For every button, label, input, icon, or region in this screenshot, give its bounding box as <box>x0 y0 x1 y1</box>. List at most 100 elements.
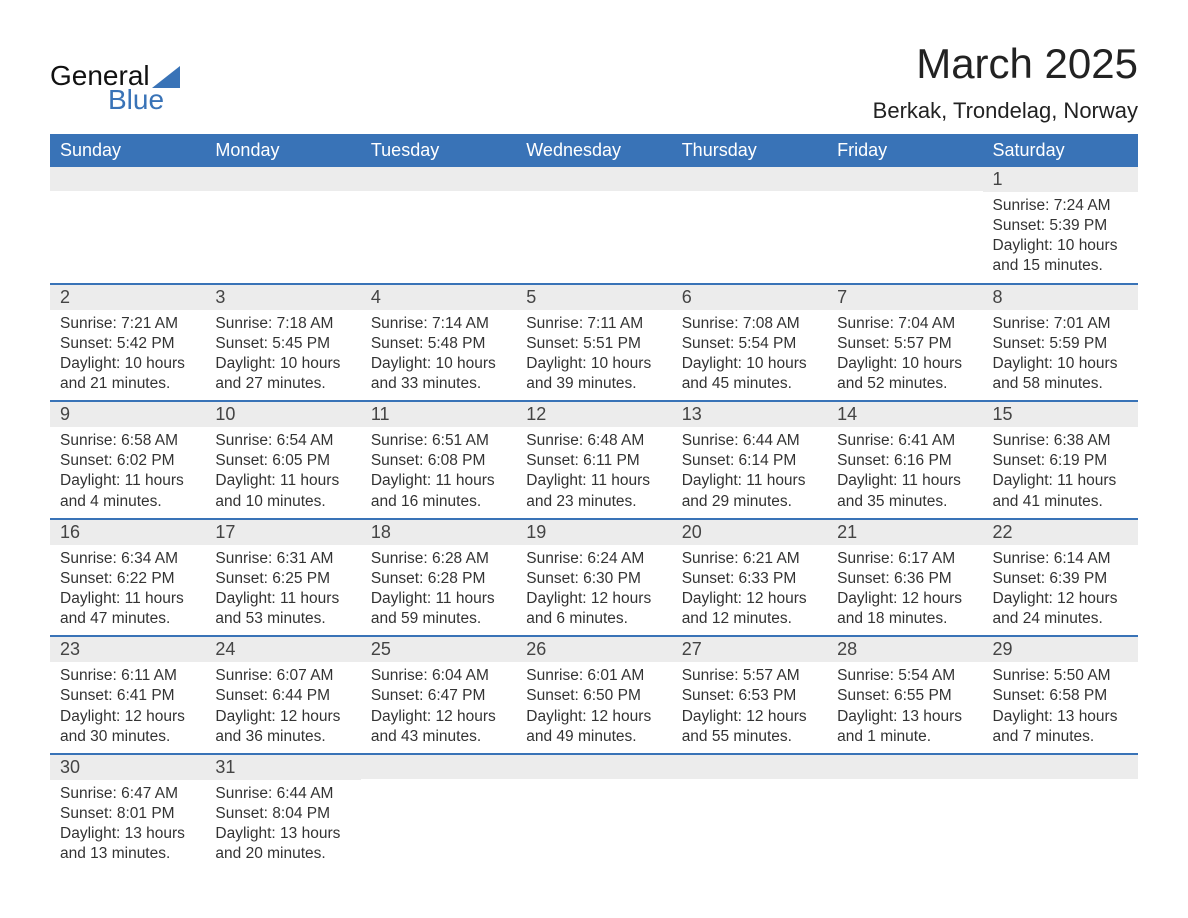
day-body: Sunrise: 7:14 AMSunset: 5:48 PMDaylight:… <box>361 310 516 401</box>
daylight-text: Daylight: 10 hours and 33 minutes. <box>371 354 506 394</box>
day-body: Sunrise: 7:04 AMSunset: 5:57 PMDaylight:… <box>827 310 982 401</box>
day-body: Sunrise: 6:14 AMSunset: 6:39 PMDaylight:… <box>983 545 1138 636</box>
calendar-cell: 25Sunrise: 6:04 AMSunset: 6:47 PMDayligh… <box>361 636 516 754</box>
sunset-text: Sunset: 6:58 PM <box>993 686 1128 706</box>
sunrise-text: Sunrise: 6:31 AM <box>215 549 350 569</box>
calendar-header-row: Sunday Monday Tuesday Wednesday Thursday… <box>50 134 1138 167</box>
sunset-text: Sunset: 6:14 PM <box>682 451 817 471</box>
calendar-cell: 19Sunrise: 6:24 AMSunset: 6:30 PMDayligh… <box>516 519 671 637</box>
month-title: March 2025 <box>873 40 1138 88</box>
sunset-text: Sunset: 6:36 PM <box>837 569 972 589</box>
day-number: 12 <box>516 402 671 427</box>
sunrise-text: Sunrise: 6:44 AM <box>215 784 350 804</box>
sunrise-text: Sunrise: 5:50 AM <box>993 666 1128 686</box>
sunrise-text: Sunrise: 5:54 AM <box>837 666 972 686</box>
day-number: 4 <box>361 285 516 310</box>
calendar-cell: 30Sunrise: 6:47 AMSunset: 8:01 PMDayligh… <box>50 754 205 871</box>
day-number <box>361 167 516 191</box>
sunrise-text: Sunrise: 7:04 AM <box>837 314 972 334</box>
calendar-cell: 14Sunrise: 6:41 AMSunset: 6:16 PMDayligh… <box>827 401 982 519</box>
sunset-text: Sunset: 6:47 PM <box>371 686 506 706</box>
sunset-text: Sunset: 5:51 PM <box>526 334 661 354</box>
calendar-table: Sunday Monday Tuesday Wednesday Thursday… <box>50 134 1138 870</box>
calendar-week-row: 2Sunrise: 7:21 AMSunset: 5:42 PMDaylight… <box>50 284 1138 402</box>
calendar-cell: 12Sunrise: 6:48 AMSunset: 6:11 PMDayligh… <box>516 401 671 519</box>
calendar-cell <box>516 167 671 284</box>
calendar-cell: 15Sunrise: 6:38 AMSunset: 6:19 PMDayligh… <box>983 401 1138 519</box>
daylight-text: Daylight: 12 hours and 55 minutes. <box>682 707 817 747</box>
calendar-cell: 20Sunrise: 6:21 AMSunset: 6:33 PMDayligh… <box>672 519 827 637</box>
day-number: 14 <box>827 402 982 427</box>
day-number: 16 <box>50 520 205 545</box>
calendar-cell: 5Sunrise: 7:11 AMSunset: 5:51 PMDaylight… <box>516 284 671 402</box>
day-body: Sunrise: 7:08 AMSunset: 5:54 PMDaylight:… <box>672 310 827 401</box>
day-body: Sunrise: 6:34 AMSunset: 6:22 PMDaylight:… <box>50 545 205 636</box>
day-body: Sunrise: 6:54 AMSunset: 6:05 PMDaylight:… <box>205 427 360 518</box>
day-number: 22 <box>983 520 1138 545</box>
daylight-text: Daylight: 12 hours and 24 minutes. <box>993 589 1128 629</box>
sunrise-text: Sunrise: 7:11 AM <box>526 314 661 334</box>
day-number <box>205 167 360 191</box>
day-body: Sunrise: 6:38 AMSunset: 6:19 PMDaylight:… <box>983 427 1138 518</box>
sunrise-text: Sunrise: 7:01 AM <box>993 314 1128 334</box>
sunrise-text: Sunrise: 6:48 AM <box>526 431 661 451</box>
sunrise-text: Sunrise: 7:21 AM <box>60 314 195 334</box>
weekday-header: Friday <box>827 134 982 167</box>
calendar-week-row: 9Sunrise: 6:58 AMSunset: 6:02 PMDaylight… <box>50 401 1138 519</box>
sunrise-text: Sunrise: 6:14 AM <box>993 549 1128 569</box>
day-body: Sunrise: 6:01 AMSunset: 6:50 PMDaylight:… <box>516 662 671 753</box>
day-body: Sunrise: 6:24 AMSunset: 6:30 PMDaylight:… <box>516 545 671 636</box>
calendar-week-row: 16Sunrise: 6:34 AMSunset: 6:22 PMDayligh… <box>50 519 1138 637</box>
daylight-text: Daylight: 10 hours and 21 minutes. <box>60 354 195 394</box>
sunrise-text: Sunrise: 7:08 AM <box>682 314 817 334</box>
sunrise-text: Sunrise: 6:01 AM <box>526 666 661 686</box>
calendar-cell <box>516 754 671 871</box>
day-body <box>983 779 1138 799</box>
day-number: 24 <box>205 637 360 662</box>
day-body: Sunrise: 7:18 AMSunset: 5:45 PMDaylight:… <box>205 310 360 401</box>
day-number: 8 <box>983 285 1138 310</box>
sunset-text: Sunset: 6:16 PM <box>837 451 972 471</box>
daylight-text: Daylight: 10 hours and 15 minutes. <box>993 236 1128 276</box>
weekday-header: Tuesday <box>361 134 516 167</box>
weekday-header: Sunday <box>50 134 205 167</box>
daylight-text: Daylight: 11 hours and 59 minutes. <box>371 589 506 629</box>
day-body: Sunrise: 5:57 AMSunset: 6:53 PMDaylight:… <box>672 662 827 753</box>
calendar-cell: 1Sunrise: 7:24 AMSunset: 5:39 PMDaylight… <box>983 167 1138 284</box>
calendar-cell: 2Sunrise: 7:21 AMSunset: 5:42 PMDaylight… <box>50 284 205 402</box>
sunrise-text: Sunrise: 6:51 AM <box>371 431 506 451</box>
day-number <box>672 755 827 779</box>
logo-text-blue: Blue <box>108 84 164 116</box>
daylight-text: Daylight: 10 hours and 27 minutes. <box>215 354 350 394</box>
sunset-text: Sunset: 5:45 PM <box>215 334 350 354</box>
day-body: Sunrise: 6:47 AMSunset: 8:01 PMDaylight:… <box>50 780 205 871</box>
sunset-text: Sunset: 6:19 PM <box>993 451 1128 471</box>
sunrise-text: Sunrise: 6:47 AM <box>60 784 195 804</box>
day-body: Sunrise: 6:44 AMSunset: 6:14 PMDaylight:… <box>672 427 827 518</box>
daylight-text: Daylight: 11 hours and 4 minutes. <box>60 471 195 511</box>
location: Berkak, Trondelag, Norway <box>873 98 1138 124</box>
day-number: 30 <box>50 755 205 780</box>
calendar-cell <box>983 754 1138 871</box>
calendar-cell: 8Sunrise: 7:01 AMSunset: 5:59 PMDaylight… <box>983 284 1138 402</box>
day-number: 21 <box>827 520 982 545</box>
calendar-cell: 11Sunrise: 6:51 AMSunset: 6:08 PMDayligh… <box>361 401 516 519</box>
calendar-cell: 21Sunrise: 6:17 AMSunset: 6:36 PMDayligh… <box>827 519 982 637</box>
day-number: 10 <box>205 402 360 427</box>
calendar-cell: 17Sunrise: 6:31 AMSunset: 6:25 PMDayligh… <box>205 519 360 637</box>
daylight-text: Daylight: 12 hours and 6 minutes. <box>526 589 661 629</box>
day-number <box>516 167 671 191</box>
day-number: 15 <box>983 402 1138 427</box>
day-body: Sunrise: 6:58 AMSunset: 6:02 PMDaylight:… <box>50 427 205 518</box>
daylight-text: Daylight: 12 hours and 36 minutes. <box>215 707 350 747</box>
sunrise-text: Sunrise: 6:24 AM <box>526 549 661 569</box>
sunrise-text: Sunrise: 5:57 AM <box>682 666 817 686</box>
day-body: Sunrise: 6:17 AMSunset: 6:36 PMDaylight:… <box>827 545 982 636</box>
daylight-text: Daylight: 12 hours and 43 minutes. <box>371 707 506 747</box>
day-number <box>50 167 205 191</box>
daylight-text: Daylight: 12 hours and 12 minutes. <box>682 589 817 629</box>
calendar-cell <box>50 167 205 284</box>
calendar-cell: 16Sunrise: 6:34 AMSunset: 6:22 PMDayligh… <box>50 519 205 637</box>
day-number <box>983 755 1138 779</box>
calendar-cell: 4Sunrise: 7:14 AMSunset: 5:48 PMDaylight… <box>361 284 516 402</box>
